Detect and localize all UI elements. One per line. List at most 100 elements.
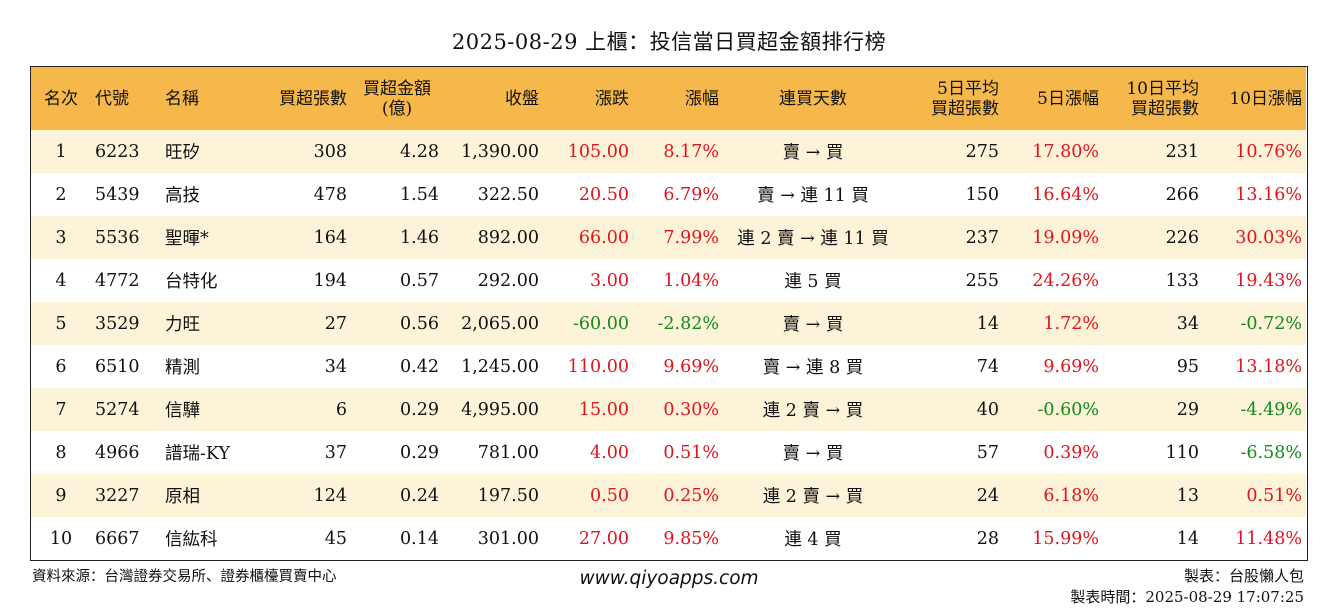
header-avg5-line1: 5日平均 (937, 78, 999, 99)
header-rank: 名次 (44, 88, 78, 109)
table-row: 9 3227 原相 124 0.24 197.50 0.50 0.25% 連 2 賣 → 買 24… (31, 474, 1306, 517)
cell-change: 105.00 (567, 141, 629, 162)
cell-pct: 0.51% (663, 442, 719, 463)
table-header-row: 名次 代號 名稱 買超張數 買超金額 (億) 收盤 漲跌 漲幅 連買天數 5日平… (31, 67, 1306, 130)
cell-code: 5439 (95, 184, 140, 205)
cell-code: 3529 (95, 313, 140, 334)
header-streak: 連買天數 (779, 88, 847, 109)
cell-avg5: 28 (976, 528, 999, 549)
cell-buy-lots: 124 (313, 485, 347, 506)
cell-pct5: 6.18% (1043, 485, 1099, 506)
cell-pct10: -6.58% (1240, 442, 1302, 463)
cell-streak: 賣 → 連 8 買 (762, 358, 864, 378)
cell-pct5: 17.80% (1032, 141, 1099, 162)
header-avg5-line2: 買超張數 (931, 98, 999, 119)
cell-code: 4966 (95, 442, 140, 463)
cell-amount: 4.28 (400, 141, 439, 162)
cell-name: 信紘科 (165, 530, 218, 550)
cell-avg5: 14 (976, 313, 999, 334)
cell-pct10: 0.51% (1246, 485, 1302, 506)
cell-name: 原相 (165, 487, 200, 507)
header-close: 收盤 (505, 88, 539, 109)
cell-code: 6223 (95, 141, 140, 162)
cell-change: 15.00 (578, 399, 629, 420)
cell-rank: 6 (55, 356, 67, 377)
cell-pct5: 16.64% (1032, 184, 1099, 205)
cell-code: 5536 (95, 227, 140, 248)
cell-streak: 連 2 賣 → 買 (762, 401, 864, 421)
table-row: 3 5536 聖暉* 164 1.46 892.00 66.00 7.99% 連 2 賣 → 連… (31, 216, 1306, 259)
cell-avg5: 237 (965, 227, 999, 248)
cell-amount: 0.24 (400, 485, 439, 506)
website-link[interactable]: www.qiyoapps.com (579, 568, 759, 589)
cell-pct5: 1.72% (1043, 313, 1099, 334)
cell-buy-lots: 478 (313, 184, 347, 205)
cell-buy-lots: 37 (324, 442, 347, 463)
cell-avg5: 57 (976, 442, 999, 463)
cell-rank: 3 (55, 227, 67, 248)
cell-avg5: 150 (965, 184, 999, 205)
cell-pct5: 9.69% (1043, 356, 1099, 377)
cell-streak: 連 2 賣 → 買 (762, 487, 864, 507)
cell-avg10: 95 (1176, 356, 1199, 377)
cell-amount: 0.29 (400, 442, 439, 463)
cell-rank: 8 (55, 442, 67, 463)
cell-rank: 5 (55, 313, 67, 334)
cell-amount: 1.54 (400, 184, 439, 205)
cell-buy-lots: 27 (324, 313, 347, 334)
cell-name: 譜瑞-KY (165, 444, 231, 464)
cell-rank: 4 (55, 270, 67, 291)
cell-name: 台特化 (165, 272, 218, 292)
header-name: 名稱 (165, 88, 199, 109)
table-row: 1 6223 旺矽 308 4.28 1,390.00 105.00 8.17% 賣 → 買 27… (31, 130, 1306, 173)
cell-rank: 10 (49, 528, 73, 549)
cell-avg5: 40 (976, 399, 999, 420)
footer-credits: 製表：台股懶人包 製表時間：2025-08-29 17:07:25 (1070, 566, 1304, 608)
cell-name: 精測 (165, 358, 200, 378)
cell-pct: 9.85% (663, 528, 719, 549)
cell-change: 110.00 (567, 356, 629, 377)
cell-streak: 連 4 買 (784, 530, 842, 550)
cell-pct: 0.30% (663, 399, 719, 420)
cell-avg10: 13 (1176, 485, 1199, 506)
cell-pct10: 11.48% (1235, 528, 1302, 549)
cell-name: 旺矽 (165, 143, 200, 163)
cell-streak: 賣 → 買 (782, 444, 844, 464)
cell-code: 3227 (95, 485, 140, 506)
cell-buy-lots: 308 (313, 141, 347, 162)
cell-close: 301.00 (477, 528, 539, 549)
cell-amount: 0.57 (400, 270, 439, 291)
cell-code: 5274 (95, 399, 140, 420)
cell-close: 1,390.00 (461, 141, 539, 162)
table-row: 5 3529 力旺 27 0.56 2,065.00 -60.00 -2.82% 賣 → 買 14… (31, 302, 1306, 345)
cell-avg10: 110 (1165, 442, 1199, 463)
cell-pct5: 19.09% (1032, 227, 1099, 248)
cell-pct: 0.25% (663, 485, 719, 506)
table-row: 4 4772 台特化 194 0.57 292.00 3.00 1.04% 連 5 買 255 24… (31, 259, 1306, 302)
cell-change: 27.00 (578, 528, 629, 549)
cell-amount: 0.56 (400, 313, 439, 334)
header-code: 代號 (95, 88, 129, 109)
cell-avg10: 14 (1176, 528, 1199, 549)
cell-streak: 連 5 買 (784, 272, 842, 292)
table-row: 2 5439 高技 478 1.54 322.50 20.50 6.79% 賣 → 連 11 買… (31, 173, 1306, 216)
cell-pct: 9.69% (663, 356, 719, 377)
cell-close: 1,245.00 (461, 356, 539, 377)
cell-buy-lots: 34 (324, 356, 347, 377)
cell-avg10: 133 (1165, 270, 1199, 291)
cell-streak: 賣 → 連 11 買 (757, 186, 869, 206)
cell-change: 66.00 (578, 227, 629, 248)
cell-pct: 7.99% (663, 227, 719, 248)
made-time-label: 製表時間：2025-08-29 17:07:25 (1070, 588, 1304, 606)
cell-rank: 9 (55, 485, 67, 506)
cell-pct10: -4.49% (1240, 399, 1302, 420)
cell-streak: 賣 → 買 (782, 143, 844, 163)
cell-rank: 2 (55, 184, 67, 205)
cell-avg10: 29 (1176, 399, 1199, 420)
table-row: 6 6510 精測 34 0.42 1,245.00 110.00 9.69% 賣 → 連 8 … (31, 345, 1306, 388)
cell-amount: 1.46 (400, 227, 439, 248)
cell-amount: 0.14 (400, 528, 439, 549)
cell-pct: 1.04% (663, 270, 719, 291)
cell-streak: 賣 → 買 (782, 315, 844, 335)
cell-change: 4.00 (590, 442, 629, 463)
